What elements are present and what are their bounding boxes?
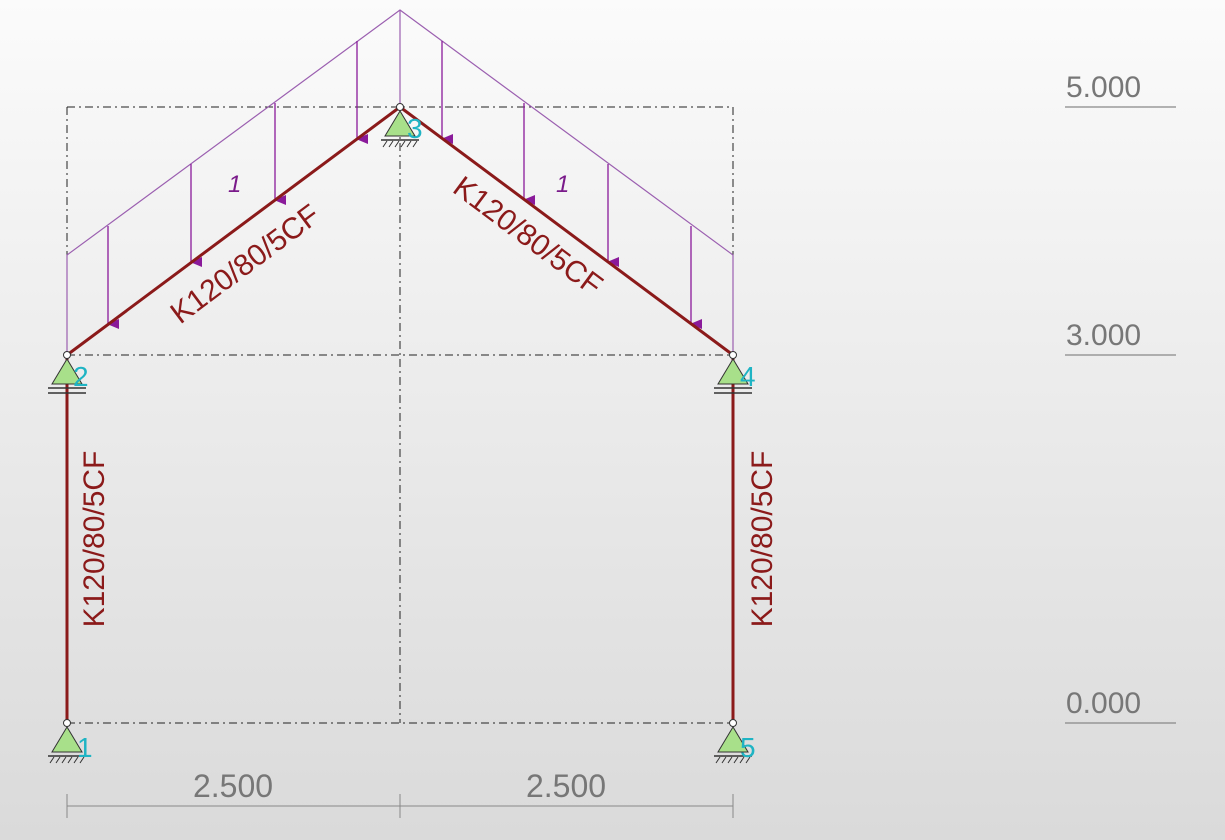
member-section-label: K120/80/5CF [447, 170, 608, 302]
node-circle [63, 719, 71, 727]
support-node-2 [48, 358, 86, 394]
node-circle [396, 103, 404, 111]
node-number-label: 5 [740, 732, 756, 763]
dimension-line [66, 794, 734, 818]
node-circle [729, 351, 737, 359]
level-label: 3.000 [1066, 319, 1141, 352]
member-section-label: K120/80/5CF [78, 451, 111, 628]
members [65, 105, 735, 725]
node-circle [63, 351, 71, 359]
member-rafter-right [398, 105, 735, 357]
level-label: 5.000 [1066, 71, 1141, 104]
span-dimension-label: 2.500 [526, 768, 606, 804]
member-rafter-left [65, 105, 402, 357]
support-node-5 [714, 726, 752, 764]
support-node-3 [381, 110, 419, 148]
support-node-1 [48, 726, 86, 764]
load-outline [66, 9, 734, 355]
span-dimension-label: 2.500 [193, 768, 273, 804]
load-case-label: 1 [556, 171, 569, 198]
node-number-label: 2 [73, 361, 89, 392]
node-number-label: 1 [77, 732, 93, 763]
level-markers [1065, 106, 1176, 724]
load-arrows [107, 41, 702, 329]
node-circles [63, 103, 737, 727]
load-case-label: 1 [228, 171, 241, 198]
node-number-label: 3 [407, 113, 423, 144]
grid-lines [66, 106, 734, 724]
node-number-label: 4 [740, 361, 756, 392]
level-label: 0.000 [1066, 687, 1141, 720]
member-section-label: K120/80/5CF [746, 451, 779, 628]
support-node-4 [714, 358, 752, 394]
node-circle [729, 719, 737, 727]
